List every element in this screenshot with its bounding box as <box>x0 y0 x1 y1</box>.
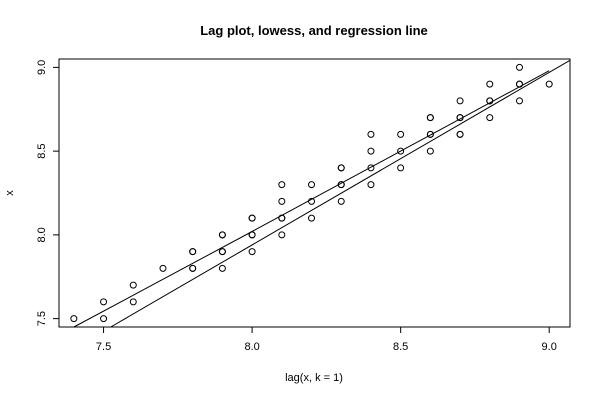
data-point <box>426 130 434 138</box>
data-point <box>248 248 256 256</box>
data-point <box>367 130 375 138</box>
data-point <box>100 298 108 306</box>
data-point <box>278 181 286 189</box>
data-point <box>248 214 256 222</box>
data-point <box>337 197 345 205</box>
plot-frame <box>58 58 571 328</box>
x-tick-label: 8.5 <box>393 341 408 353</box>
data-point <box>337 181 345 189</box>
y-tick-label: 9.0 <box>36 60 48 75</box>
data-point <box>367 181 375 189</box>
data-point <box>397 130 405 138</box>
data-point <box>308 197 316 205</box>
data-point <box>456 130 464 138</box>
chart-title: Lag plot, lowess, and regression line <box>200 23 428 38</box>
data-point <box>278 214 286 222</box>
data-point <box>70 315 78 323</box>
data-point <box>218 264 226 272</box>
data-point <box>367 147 375 155</box>
data-point <box>189 264 197 272</box>
data-point <box>308 181 316 189</box>
data-point <box>426 147 434 155</box>
data-point <box>189 248 197 256</box>
y-axis: 7.5 8.0 8.5 9.0 <box>36 60 59 326</box>
data-point <box>515 63 523 71</box>
data-point <box>278 231 286 239</box>
data-point <box>515 80 523 88</box>
x-tick-label: 9.0 <box>542 341 557 353</box>
data-point <box>337 164 345 172</box>
data-point <box>218 248 226 256</box>
data-point <box>367 164 375 172</box>
data-point <box>278 197 286 205</box>
data-points <box>70 63 553 323</box>
data-point <box>456 114 464 122</box>
y-tick-label: 8.5 <box>36 143 48 158</box>
data-point <box>129 298 137 306</box>
data-point <box>545 80 553 88</box>
data-point <box>486 80 494 88</box>
data-point <box>486 114 494 122</box>
data-point <box>218 231 226 239</box>
fit-lines <box>73 59 571 328</box>
y-tick-label: 7.5 <box>36 311 48 326</box>
regression-line <box>110 59 571 328</box>
data-point <box>248 231 256 239</box>
data-point <box>426 114 434 122</box>
data-point <box>129 281 137 289</box>
y-tick-label: 8.0 <box>36 227 48 242</box>
data-point <box>159 264 167 272</box>
data-point <box>486 97 494 105</box>
x-axis-label: lag(x, k = 1) <box>285 372 343 384</box>
y-axis-label: x <box>4 190 16 196</box>
x-axis: 7.5 8.0 8.5 9.0 <box>96 327 557 353</box>
data-point <box>100 315 108 323</box>
data-point <box>515 97 523 105</box>
lowess-curve <box>73 70 550 328</box>
data-point <box>308 214 316 222</box>
x-tick-label: 8.0 <box>244 341 259 353</box>
x-tick-label: 7.5 <box>96 341 111 353</box>
data-point <box>456 97 464 105</box>
data-point <box>397 164 405 172</box>
data-point <box>397 147 405 155</box>
